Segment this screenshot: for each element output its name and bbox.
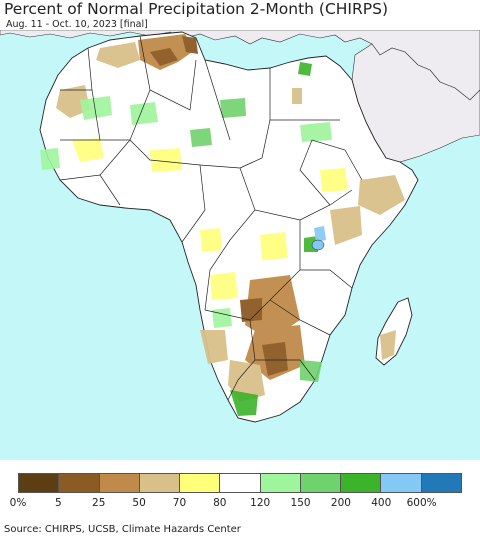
below-normal-areas <box>72 138 348 300</box>
legend-tick-label: 400 <box>371 497 392 509</box>
legend-swatch-4 <box>180 474 221 492</box>
legend-colorbar <box>18 473 462 493</box>
legend-swatch-0 <box>19 474 60 492</box>
legend-swatch-2 <box>99 474 140 492</box>
legend-tick-label: 200 <box>330 497 351 509</box>
legend-tick-label: 70 <box>172 497 187 509</box>
legend-tick-label: 25 <box>92 497 106 509</box>
legend-swatch-9 <box>381 474 422 492</box>
legend-tick-label: 120 <box>250 497 271 509</box>
legend-swatch-8 <box>341 474 382 492</box>
precipitation-map <box>0 30 480 460</box>
map-period: Aug. 11 - Oct. 10, 2023 [final] <box>6 19 148 30</box>
legend-tick-label: 80 <box>213 497 227 509</box>
legend-tick-label: 150 <box>290 497 311 509</box>
legend-swatch-6 <box>260 474 301 492</box>
legend-tick-label: 50 <box>132 497 146 509</box>
legend-swatch-5 <box>220 474 261 492</box>
legend-swatch-1 <box>59 474 100 492</box>
map-title: Percent of Normal Precipitation 2-Month … <box>4 0 388 18</box>
country-borders <box>59 35 363 401</box>
dry-areas <box>56 34 405 402</box>
lake-victoria <box>311 239 325 251</box>
legend-tick-label: 0% <box>9 497 27 509</box>
legend-tick-label: 600% <box>406 497 437 509</box>
source-credit: Source: CHIRPS, UCSB, Climate Hazards Ce… <box>4 524 241 535</box>
legend-swatch-7 <box>300 474 342 492</box>
legend-tick-label: 5 <box>55 497 62 509</box>
legend-swatch-10 <box>421 474 461 492</box>
legend-swatch-3 <box>139 474 181 492</box>
